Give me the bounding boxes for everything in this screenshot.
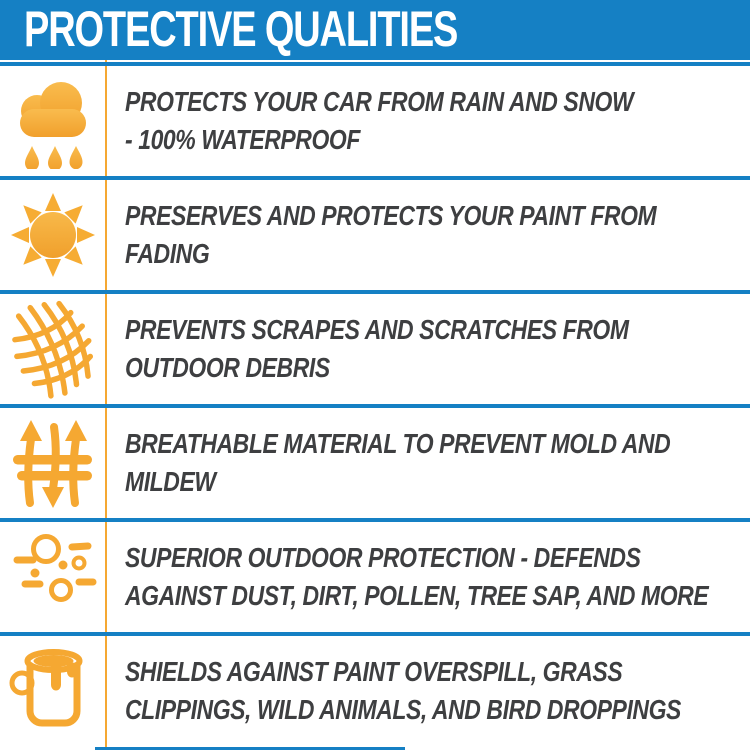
protective-net-icon bbox=[11, 300, 93, 399]
feature-caption: SHIELDS AGAINST PAINT OVERSPILL, GRASS C… bbox=[125, 656, 681, 725]
paint-bucket-icon bbox=[9, 649, 82, 727]
sun-icon bbox=[10, 193, 95, 277]
dust-particles-icon bbox=[13, 534, 96, 602]
feature-row-waterproof: PROTECTS YOUR CAR FROM RAIN AND SNOW - 1… bbox=[0, 62, 750, 176]
feature-row-scratches: PREVENTS SCRAPES AND SCRATCHES FROM OUTD… bbox=[0, 290, 750, 404]
feature-caption: BREATHABLE MATERIAL TO PREVENT MOLD AND … bbox=[125, 428, 671, 497]
feature-row-fading: PRESERVES AND PROTECTS YOUR PAINT FROM F… bbox=[0, 176, 750, 290]
bottom-partial-divider bbox=[95, 747, 405, 750]
feature-row-breathable: BREATHABLE MATERIAL TO PREVENT MOLD AND … bbox=[0, 404, 750, 518]
header-banner: PROTECTIVE QUALITIES bbox=[0, 0, 750, 60]
feature-caption: PREVENTS SCRAPES AND SCRATCHES FROM OUTD… bbox=[125, 314, 629, 383]
feature-row-overspill: SHIELDS AGAINST PAINT OVERSPILL, GRASS C… bbox=[0, 632, 750, 746]
feature-caption: PRESERVES AND PROTECTS YOUR PAINT FROM F… bbox=[125, 200, 657, 269]
page-title: PROTECTIVE QUALITIES bbox=[24, 1, 458, 57]
rain-cloud-icon bbox=[19, 82, 86, 169]
feature-row-dust: SUPERIOR OUTDOOR PROTECTION - DEFENDS AG… bbox=[0, 518, 750, 632]
feature-caption: SUPERIOR OUTDOOR PROTECTION - DEFENDS AG… bbox=[125, 542, 709, 611]
breathable-material-icon bbox=[12, 420, 92, 508]
feature-caption: PROTECTS YOUR CAR FROM RAIN AND SNOW - 1… bbox=[125, 86, 634, 155]
feature-list: PROTECTS YOUR CAR FROM RAIN AND SNOW - 1… bbox=[0, 62, 750, 746]
